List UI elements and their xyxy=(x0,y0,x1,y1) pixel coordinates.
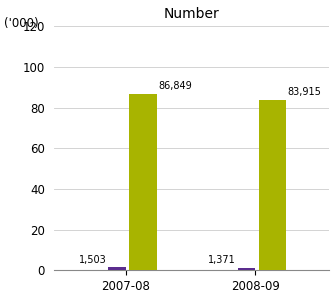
Title: Number: Number xyxy=(164,7,219,21)
Text: 83,915: 83,915 xyxy=(288,87,322,97)
Bar xyxy=(129,94,157,270)
Bar xyxy=(238,268,255,270)
Bar xyxy=(108,267,126,270)
Text: 1,503: 1,503 xyxy=(79,255,107,265)
Text: 86,849: 86,849 xyxy=(158,81,192,91)
Text: 1,371: 1,371 xyxy=(208,255,236,265)
Bar xyxy=(259,100,286,270)
Text: ('000): ('000) xyxy=(4,16,39,29)
